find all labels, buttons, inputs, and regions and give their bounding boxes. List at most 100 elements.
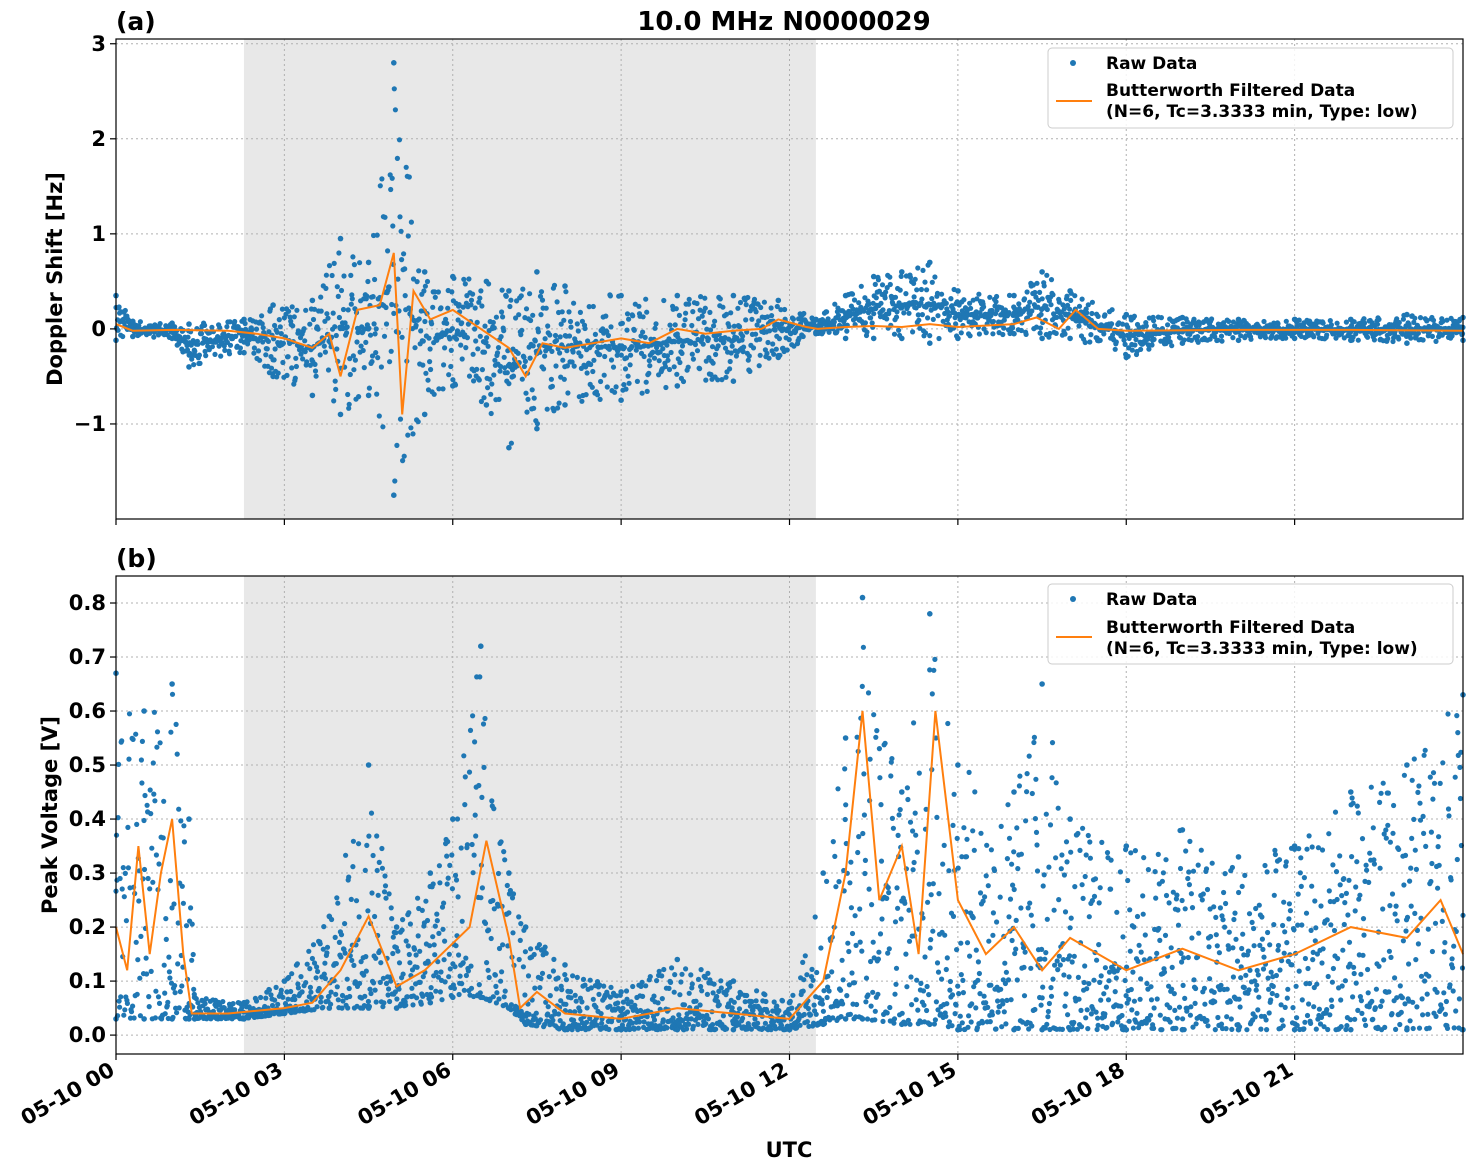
panel-b-raw-point: [1159, 1027, 1165, 1033]
panel-b-raw-point: [601, 983, 607, 989]
panel-b-raw-point: [172, 983, 178, 989]
panel-b-raw-point: [1056, 897, 1062, 903]
panel-b-raw-point: [664, 1025, 670, 1031]
panel-b-raw-point: [461, 753, 467, 759]
panel-a-raw-point-min-24: [927, 340, 933, 347]
panel-b-raw-point: [346, 874, 352, 880]
panel-b-raw-point: [1104, 1024, 1110, 1031]
panel-b-raw-point: [1016, 783, 1023, 789]
panel-a-raw-point: [472, 326, 478, 332]
panel-b-raw-point: [386, 891, 392, 897]
panel-b-raw-point: [893, 965, 900, 971]
panel-a-raw-point: [481, 395, 487, 401]
panel-b-raw-point: [907, 819, 914, 825]
panel-b-raw-point: [888, 773, 894, 779]
panel-b-raw-point: [864, 1016, 871, 1022]
panel-a-raw-point: [137, 319, 143, 325]
panel-b-raw-point: [871, 712, 877, 718]
panel-a-raw-point: [496, 396, 502, 402]
panel-b-raw-point: [1154, 950, 1160, 957]
panel-a-raw-point: [1365, 334, 1371, 340]
panel-b-raw-point: [399, 927, 405, 933]
panel-b-raw-point: [266, 987, 272, 993]
panel-a-raw-point: [1449, 333, 1455, 339]
panel-a-raw-point: [427, 346, 433, 352]
panel-b-raw-point: [910, 867, 916, 873]
panel-a-raw-point: [672, 339, 678, 345]
panel-a-raw-point: [1018, 327, 1024, 334]
panel-a-raw-point: [392, 107, 398, 113]
panel-a-raw-point: [1131, 313, 1137, 319]
panel-b-raw-point: [313, 975, 319, 981]
panel-b-raw-point: [470, 870, 476, 876]
panel-b-raw-point: [489, 798, 495, 804]
panel-b-raw-point: [424, 917, 431, 924]
panel-b-raw-point: [351, 962, 357, 969]
panel-b-raw-point: [1204, 886, 1211, 893]
panel-b-raw-point: [866, 886, 872, 892]
panel-b-raw-point: [1203, 866, 1210, 872]
panel-a-raw-point: [493, 314, 499, 320]
panel-b-raw-point: [763, 998, 769, 1005]
panel-a-raw-point: [640, 329, 646, 335]
panel-b-raw-point: [1147, 1012, 1154, 1018]
panel-a-raw-point: [192, 348, 198, 354]
panel-b-raw-point: [136, 898, 142, 904]
panel-b-raw-point: [366, 833, 372, 839]
panel-a-raw-point: [293, 363, 299, 370]
panel-b-raw-point: [1155, 851, 1161, 858]
panel-a-raw-point: [715, 377, 721, 383]
panel-b-raw-point: [407, 921, 413, 927]
panel-a-raw-point-min-12: [483, 402, 490, 408]
panel-b-raw-point: [1196, 930, 1202, 936]
panel-b-raw-point: [335, 900, 341, 906]
panel-a-raw-point: [275, 370, 281, 376]
panel-a-raw-point: [454, 328, 461, 334]
panel-b-raw-point: [156, 861, 162, 867]
panel-a-raw-point: [683, 310, 689, 316]
panel-a-raw-point: [1163, 340, 1169, 347]
panel-a-raw-point: [556, 400, 562, 406]
panel-b-raw-point: [1028, 912, 1034, 918]
panel-a-raw-point: [497, 368, 503, 374]
panel-b-raw-point: [878, 802, 884, 808]
panel-b-raw-point: [1276, 857, 1283, 863]
panel-a-raw-point: [966, 319, 972, 325]
panel-a-raw-point: [557, 334, 563, 340]
panel-a-raw-point: [856, 300, 862, 306]
panel-a-raw-point: [907, 274, 914, 280]
panel-b-raw-point: [304, 961, 310, 967]
panel-a-raw-point: [1408, 335, 1414, 341]
panel-a-raw-point: [532, 338, 538, 344]
panel-b-raw-point: [872, 1017, 878, 1023]
panel-b-raw-point: [344, 976, 350, 982]
panel-a-raw-point: [880, 307, 886, 313]
panel-b-raw-point: [1175, 922, 1182, 928]
panel-a-raw-point: [332, 378, 338, 384]
panel-b-raw-point: [230, 1001, 236, 1007]
panel-b-raw-point: [993, 1026, 999, 1032]
panel-b-raw-point: [459, 981, 465, 987]
panel-b-raw-point: [378, 960, 384, 966]
panel-b-raw-point: [1265, 975, 1271, 981]
panel-a-raw-point: [869, 320, 875, 326]
panel-b-raw-point: [269, 1002, 276, 1009]
panel-a-raw-point: [1219, 338, 1225, 344]
panel-b-raw-point: [630, 983, 636, 990]
panel-a-raw-point: [1010, 325, 1016, 331]
panel-b-raw-point: [150, 760, 156, 766]
panel-b-raw-point: [407, 960, 413, 966]
panel-b-raw-point: [573, 998, 579, 1004]
panel-a-raw-point: [968, 305, 974, 311]
panel-b-raw-point: [409, 985, 415, 991]
panel-a-raw-point: [455, 317, 461, 323]
panel-a-raw-point: [249, 327, 255, 333]
panel-b-raw-point: [863, 975, 870, 981]
panel-a-raw-point: [705, 336, 712, 342]
panel-a-raw-point: [1212, 334, 1218, 340]
panel-a-raw-point: [551, 408, 557, 414]
panel-a-raw-point: [634, 378, 641, 384]
panel-a-raw-point: [1283, 318, 1289, 324]
panel-b-raw-point: [342, 921, 348, 927]
